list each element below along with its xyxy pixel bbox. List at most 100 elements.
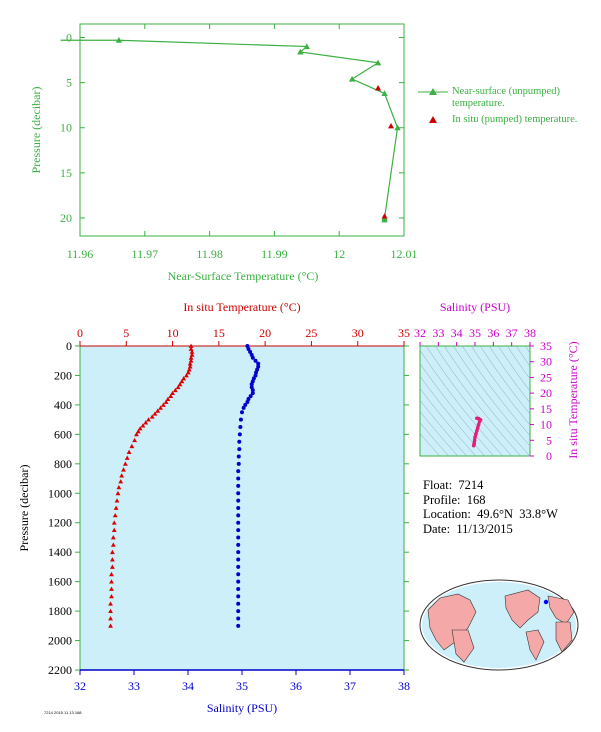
ts-x-tick-label: 32 [414,326,426,340]
map-landmass-north-america [504,589,541,629]
salinity-point [250,355,255,360]
temperature-point [172,387,178,393]
salinity-point [256,361,261,366]
density-contour [525,346,530,354]
map-landmass-south-america [525,629,545,661]
ts-y-tick-label: 0 [546,449,552,463]
temperature-point [188,343,194,348]
location: Location: 49.6°N 33.8°W [423,507,558,521]
pumped-temperature-point [381,213,388,219]
salinity-point [236,506,241,510]
temperature-axis-label: In situ Temperature (°C) [183,300,300,314]
temperature-point [108,601,113,606]
temperature-point [108,608,113,614]
top-series [60,37,401,223]
float-location-marker [543,599,549,605]
density-contour [528,336,601,476]
top-x-tick-label: 11.97 [132,247,159,261]
density-contour [507,346,530,380]
temperature-point [143,420,149,425]
temperature-tick-label: 0 [77,326,83,340]
temperature-point [163,399,169,404]
temperature-point [118,479,124,484]
salinity-point [236,483,241,488]
temperature-point [122,461,128,466]
temperature-point [111,527,117,533]
density-contour [462,346,530,437]
density-contour [420,349,504,456]
ts-y-tick-label: 30 [540,355,552,369]
pressure-tick-label: 1600 [48,575,72,589]
salinity-point [243,402,248,407]
salinity-point [237,439,242,444]
temperature-point [116,484,122,490]
pumped-temperature-point [375,85,382,91]
salinity-point [236,476,241,481]
ts-x-tick-label: 36 [487,326,499,340]
pressure-tick-label: 2000 [48,634,72,648]
salinity-tick-label: 36 [290,679,302,693]
unpumped-temperature-point [394,124,401,131]
top-x-tick-label: 12 [333,247,345,261]
salinity-point [236,623,241,628]
pressure-tick-label: 800 [54,457,72,471]
profile-axes: 0 5 10 15 20 25 30 35 32 33 34 35 36 37 38 0 200 400 600 80… [48,326,410,693]
density-contour [489,346,530,404]
salinity-point [236,550,241,555]
temperature-point [112,512,118,518]
salinity-point [250,388,255,393]
salinity-point [236,535,241,540]
top-x-tick-label: 12.01 [391,247,418,261]
legend-label-pumped: In situ (pumped) temperature. [452,114,578,125]
temperature-point [152,411,158,416]
ts-y-tick-label: 35 [540,339,552,353]
legend-item-unpumped: Near-surface (unpumped) temperature. [418,86,598,114]
temperature-tick-label: 10 [167,326,179,340]
density-contour [435,346,522,456]
map-landmass-australia [451,629,475,663]
temperature-tick-label: 15 [213,326,225,340]
temperature-point [155,408,161,413]
ts-x-tick-label: 34 [451,326,463,340]
ts-point [475,429,479,433]
salinity-point [236,469,241,474]
temperature-point [140,423,146,428]
ts-series [471,416,483,448]
temperature-point [165,396,171,401]
salinity-point [249,382,254,387]
legend-red-marker-icon [429,116,437,123]
temperature-point [119,473,125,478]
temperature-point [137,426,143,431]
pressure-tick-label: 200 [54,368,72,382]
pressure-tick-label: 2200 [48,663,72,677]
legend-line-marker-icon [418,88,448,95]
profile-series [108,343,261,628]
ts-y-tick-label: 15 [540,402,552,416]
salinity-point [236,513,241,518]
unpumped-temperature-point [115,37,123,43]
salinity-tick-label: 34 [182,679,194,693]
temperature-point [111,520,117,525]
ts-point [471,443,476,448]
temperature-point [114,498,120,503]
salinity-point [250,391,255,396]
salinity-point [236,587,241,591]
temperature-point [132,437,138,443]
top-y-tick-label: 20 [60,211,72,225]
temperature-point [185,370,191,375]
top-y-tick-label: 0 [66,31,72,45]
temperature-point [110,535,116,540]
salinity-point [236,609,241,614]
density-contour [420,375,486,456]
date: Date: 11/13/2015 [423,521,513,536]
temperature-point [135,429,141,434]
pressure-tick-label: 1200 [48,516,72,530]
salinity-tick-label: 33 [128,679,140,693]
salinity-point [236,601,241,606]
ts-y-axis-label: In situ Temperature (°C) [566,341,580,458]
float-id: Float: 7214 [423,478,484,492]
unpumped-temperature-point [297,48,304,55]
salinity-point [237,432,242,437]
temperature-point [109,579,114,584]
